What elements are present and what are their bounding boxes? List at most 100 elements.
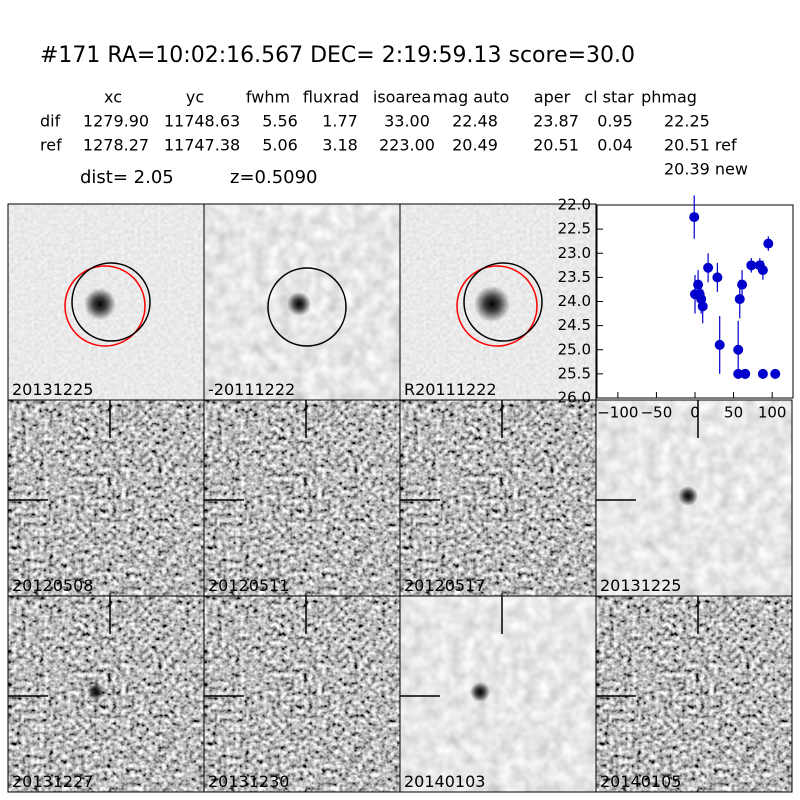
column-header: fluxrad [303,88,359,107]
column-header: isoarea [373,88,431,107]
cutouts: 20131225 -20111222 R20111222 20120508 201205… [7,203,793,793]
source [474,286,510,322]
y-tick-label: 23.0 [558,244,591,262]
cutout: 20131230 [203,595,401,793]
column-header: yc [186,88,204,107]
cutout-label: 20131227 [12,772,93,791]
y-tick-label: 23.5 [558,268,591,286]
column-header: aper [534,88,571,107]
point [714,339,725,350]
cutout-label: 20140105 [600,772,681,791]
row-label: dif [40,112,61,131]
cell: 22.25 [664,112,710,131]
cutout-label: R20111222 [404,380,497,399]
point [703,262,714,273]
point [733,344,744,355]
aperture-ref [456,265,538,347]
cell: 20.51 [533,136,579,155]
point [757,265,768,276]
cell: 20.49 [452,136,498,155]
cell: 20.39 new [664,160,748,179]
cutout: 20120517 [399,399,597,597]
y-tick-label: 22.5 [558,220,591,238]
source [84,288,116,320]
cell: 11748.63 [164,112,240,131]
column-header: mag auto [433,88,510,107]
cutout: 20131225 [595,399,793,597]
source [87,683,105,701]
cutout: 20120508 [7,399,205,597]
cutout: 20120511 [203,399,401,597]
cutout-image [8,596,204,792]
cell: 0.95 [597,112,633,131]
cell: 5.06 [262,136,298,155]
cutout: R20111222 [399,203,597,401]
cell: 1.77 [322,112,358,131]
cell: 23.87 [533,112,579,131]
cell: 33.00 [384,112,430,131]
point [757,368,768,379]
cutout-label: 20131230 [208,772,289,791]
row-label: ref [40,136,62,155]
y-tick-label: 25.0 [558,340,591,358]
column-header: xc [104,88,122,107]
y-tick-label: 24.0 [558,292,591,310]
cutout-label: 20120517 [404,576,485,595]
point [770,368,781,379]
cell: 223.00 [379,136,435,155]
column-header: phmag [641,88,697,107]
y-tick-label: 25.5 [558,364,591,382]
aperture-ref [64,265,146,347]
point [740,368,751,379]
point [689,212,700,223]
cutout: 20131225 [7,203,205,401]
cutout-image [400,400,596,596]
aperture [71,262,151,342]
light-curve: 22.0 22.5 23.0 23.5 24.0 24.5 25.0 25.5 26.0 −100… [558,195,794,422]
title: #171 RA=10:02:16.567 DEC= 2:19:59.13 sco… [40,43,635,68]
point [693,279,704,290]
cutout: 20140105 [595,595,793,793]
y-tick-label: 22.0 [558,196,591,214]
cutout-image [204,596,400,792]
cutout-image [400,596,596,792]
cutout-label: 20120508 [12,576,93,595]
dist: dist= 2.05 [80,167,174,188]
x-tick-label: 100 [758,404,787,422]
source [678,486,698,506]
point [712,272,723,283]
cell: 1279.90 [83,112,149,131]
cutout-label: 20131225 [600,576,681,595]
cell: 0.04 [597,136,633,155]
cell: 1278.27 [83,136,149,155]
y-tick-label: 26.0 [558,389,591,407]
point [746,260,757,271]
source [287,292,311,316]
aperture [267,267,347,347]
cell: 11747.38 [164,136,240,155]
cutout: -20111222 [203,203,401,401]
cutout: 20140103 [399,595,597,793]
x-tick-label: 50 [724,404,743,422]
cutout-image [204,400,400,596]
point [734,294,745,305]
cutout-label: 20131225 [12,380,93,399]
cutout-image [596,596,792,792]
x-tick-label: 0 [690,404,700,422]
y-tick-label: 24.5 [558,316,591,334]
frame [595,595,793,793]
column-header: fwhm [246,88,290,107]
column-header: cl star [584,88,634,107]
cell: 22.48 [452,112,498,131]
aperture [463,262,543,342]
point [763,238,774,249]
cutout-label: 20140103 [404,772,485,791]
cutout: 20131227 [7,595,205,793]
point [697,301,708,312]
cell: 3.18 [322,136,358,155]
stats-table: xc yc fwhm fluxrad isoarea mag auto aper cl sta… [40,88,748,179]
source [470,682,490,702]
x-tick-label: −50 [641,404,673,422]
